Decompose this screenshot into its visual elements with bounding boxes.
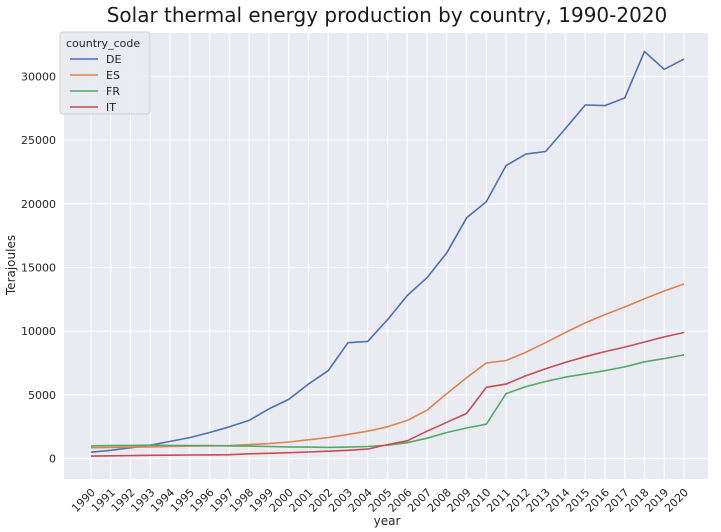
y-axis-ticks: 0 5000 10000 15000 20000 25000 30000 — [21, 70, 56, 465]
legend-label-fr: FR — [106, 85, 120, 98]
y-tick-label: 10000 — [21, 325, 56, 338]
chart-title: Solar thermal energy production by count… — [107, 3, 668, 27]
legend-title: country_code — [66, 37, 140, 50]
series-line-it — [90, 331, 685, 457]
legend-label-es: ES — [106, 69, 120, 82]
series-line-de — [90, 50, 685, 453]
legend: country_code DE ES FR IT — [59, 31, 151, 115]
y-tick-label: 0 — [49, 453, 56, 466]
y-tick-label: 5000 — [28, 389, 56, 402]
y-tick-label: 25000 — [21, 134, 56, 147]
legend-box — [59, 31, 151, 115]
x-axis-ticks: 1990199119921993199419951996199719981999… — [69, 486, 691, 515]
plot-background — [64, 33, 708, 479]
grid-lines — [64, 33, 708, 479]
legend-label-it: IT — [106, 101, 116, 114]
y-tick-label: 20000 — [21, 198, 56, 211]
y-tick-label: 15000 — [21, 261, 56, 274]
y-axis-label: Terajoules — [4, 235, 18, 296]
y-tick-label: 30000 — [21, 70, 56, 83]
legend-label-de: DE — [106, 53, 121, 66]
x-axis-label: year — [374, 514, 401, 528]
series-lines — [90, 50, 685, 457]
